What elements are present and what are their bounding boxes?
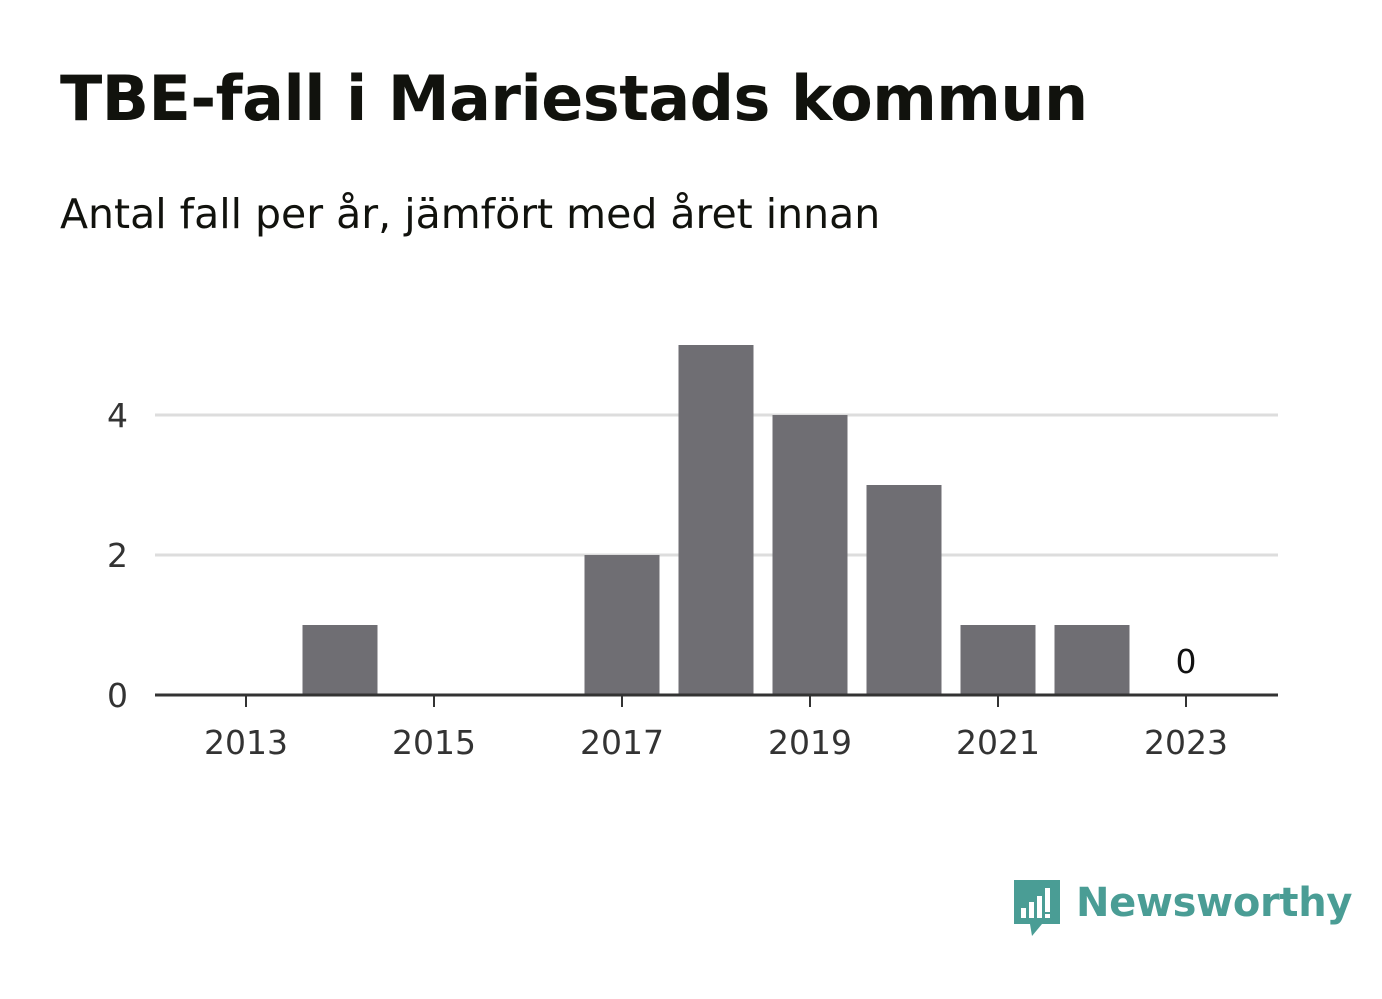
chart-title: TBE-fall i Mariestads kommun [60,62,1088,135]
x-tick-label-2013: 2013 [204,723,288,762]
data-label-2023: 0 [1176,642,1197,681]
bar-2022 [1054,625,1130,695]
bar-2018 [678,345,754,695]
y-tick-label-0: 0 [107,676,128,715]
x-tick-label-2021: 2021 [956,723,1040,762]
chart-subtitle: Antal fall per år, jämfört med året inna… [60,190,881,238]
newsworthy-logo: Newsworthy [1012,878,1353,940]
bar-2021 [960,625,1036,695]
y-tick-label-2: 2 [107,536,128,575]
x-tick-label-2015: 2015 [392,723,476,762]
newsworthy-chart-bubble-icon [1014,880,1060,936]
bar-2014 [302,625,378,695]
x-tick-label-2023: 2023 [1144,723,1228,762]
x-tick-label-2017: 2017 [580,723,664,762]
bar-2019 [772,415,848,695]
x-tick-label-2019: 2019 [768,723,852,762]
newsworthy-logo-text: Newsworthy [1076,880,1353,926]
bar-2017 [584,555,660,695]
bar-2020 [866,485,942,695]
y-tick-label-4: 4 [107,396,128,435]
